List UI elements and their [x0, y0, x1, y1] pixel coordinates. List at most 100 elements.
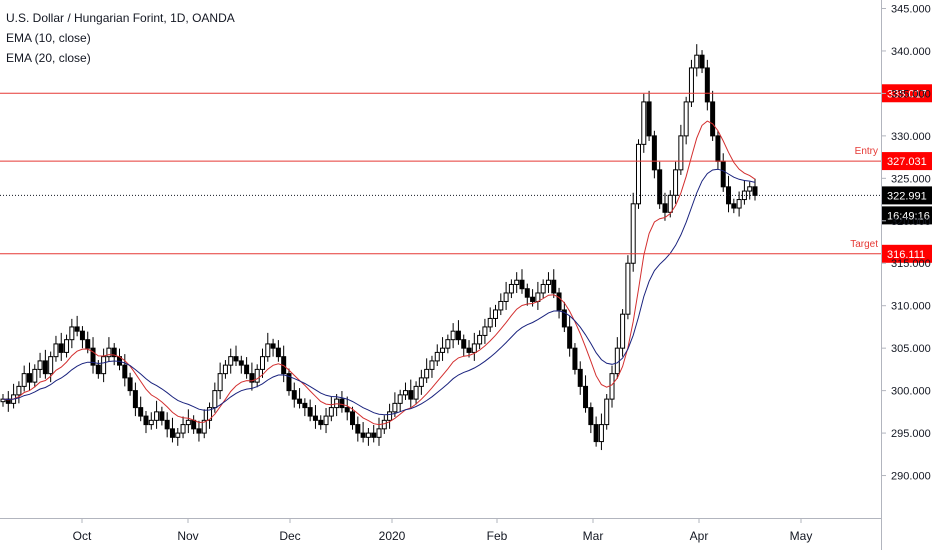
candle-body [138, 407, 144, 417]
y-axis[interactable]: 290.000 295.000 300.000 305.000 310.000 315.0… [881, 3, 931, 483]
candle-body [450, 330, 456, 341]
y-tick-label: 345.000 [891, 3, 931, 15]
candle-body [143, 415, 149, 426]
candle-body [715, 135, 721, 162]
candle-body [58, 343, 64, 353]
candle-body [233, 356, 239, 362]
levels-layer: 335.017 327.031 Entry 316.111 Target 322.991 1… [0, 84, 932, 263]
candle-body [26, 373, 32, 383]
candle-body [561, 309, 567, 328]
level-tag-label: 327.031 [887, 156, 927, 168]
candle-body [498, 300, 504, 311]
candle-body [545, 279, 551, 285]
candle-body [593, 424, 599, 443]
candle-body [148, 419, 154, 426]
candle-body [683, 101, 689, 137]
candle-body [429, 360, 435, 370]
y-tick-label: 315.000 [891, 258, 931, 270]
candle-body [265, 343, 271, 358]
y-tick-label: 300.000 [891, 386, 931, 398]
candle-body [169, 428, 175, 438]
ema-layer [2, 120, 756, 426]
candle-body [249, 373, 255, 383]
candle-body [413, 385, 419, 400]
candle-body [79, 330, 85, 341]
y-tick-label: 335.000 [891, 88, 931, 100]
candle-body [699, 54, 705, 69]
candle-body [350, 411, 356, 426]
candle-body [434, 351, 440, 362]
candle-body [673, 169, 679, 196]
candle-body [297, 398, 303, 404]
candle-body [180, 424, 186, 434]
candle-body [678, 135, 684, 171]
chart-legend: U.S. Dollar / Hungarian Forint, 1D, OAND… [6, 8, 235, 68]
candle-body [694, 54, 700, 69]
candle-body [238, 360, 244, 366]
y-tick-label: 330.000 [891, 131, 931, 143]
candle-body [69, 326, 75, 341]
level-tag-label: 335.017 [887, 88, 927, 100]
candle-body [95, 364, 101, 375]
candle-body [445, 339, 451, 349]
candle-body [657, 169, 663, 205]
candle-body [111, 347, 117, 358]
candle-body [583, 385, 589, 409]
candle-body [64, 339, 70, 353]
candle-body [360, 432, 366, 438]
last-price-label: 322.991 [887, 190, 927, 202]
candle-body [397, 394, 403, 404]
candle-body [381, 419, 387, 430]
candles-layer [0, 44, 758, 451]
ema10-line [2, 120, 756, 426]
candle-body [625, 262, 631, 315]
candle-body [535, 292, 541, 302]
candle-body [487, 317, 493, 328]
candle-body [323, 415, 329, 426]
candle-body [191, 419, 197, 430]
last-price-tag [882, 186, 932, 205]
candle-body [688, 67, 694, 103]
candle-body [731, 203, 737, 209]
candle-body [609, 373, 615, 400]
candle-body [355, 424, 361, 434]
countdown-label: 16:49:16 [887, 210, 930, 222]
candle-body [588, 407, 594, 426]
level-annotation: Entry [855, 146, 878, 157]
candle-body [641, 101, 647, 145]
candle-body [291, 390, 297, 400]
candle-body [164, 419, 170, 430]
candle-body [471, 343, 477, 353]
candle-body [667, 194, 673, 213]
candle-body [270, 343, 276, 349]
y-tick-label: 340.000 [891, 46, 931, 58]
x-tick-label: Mar [583, 529, 604, 543]
candle-body [408, 390, 414, 400]
level-tag [882, 152, 932, 171]
candle-body [318, 419, 324, 426]
candle-body [302, 402, 308, 409]
x-tick-label: Oct [73, 529, 92, 543]
candle-body [466, 347, 472, 353]
x-axis[interactable]: Oct Nov Dec 2020 Feb Mar Apr May [73, 518, 813, 543]
candle-body [159, 411, 165, 421]
ema20-line [2, 168, 756, 416]
candle-body [736, 199, 742, 209]
candle-body [577, 368, 583, 387]
candle-body [418, 377, 424, 387]
legend-ema20: EMA (20, close) [6, 51, 91, 65]
candle-body [387, 411, 393, 421]
candle-body [101, 356, 107, 375]
chart-title: U.S. Dollar / Hungarian Forint, 1D, OAND… [6, 11, 235, 25]
candle-body [127, 377, 133, 392]
candle-body [365, 432, 371, 438]
x-tick-label: May [790, 529, 813, 543]
candle-body [132, 390, 138, 409]
candle-body [185, 419, 191, 426]
countdown-tag [882, 206, 932, 225]
candle-body [371, 432, 377, 438]
candle-body [21, 373, 27, 387]
x-tick-label: Nov [177, 529, 198, 543]
candle-body [339, 398, 345, 409]
